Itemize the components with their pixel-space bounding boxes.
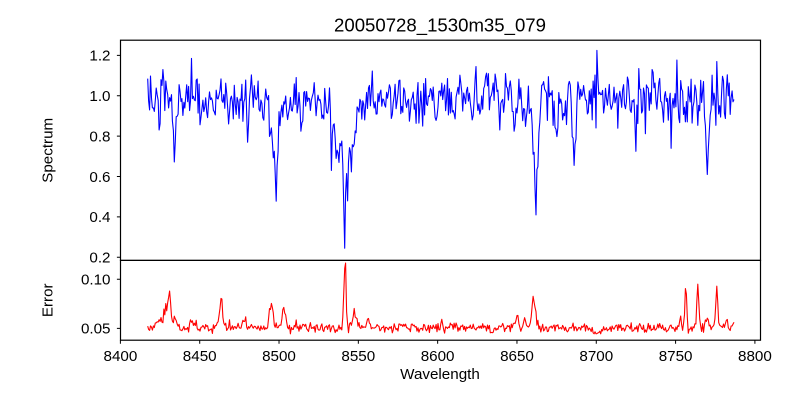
svg-text:0.4: 0.4 [89,209,110,226]
svg-text:1.2: 1.2 [89,48,110,65]
svg-text:0.2: 0.2 [89,250,110,267]
svg-text:20050728_1530m35_079: 20050728_1530m35_079 [334,15,546,37]
svg-text:Spectrum: Spectrum [40,118,57,183]
svg-text:8500: 8500 [262,348,296,365]
svg-text:0.05: 0.05 [81,321,111,338]
svg-text:8800: 8800 [738,348,772,365]
svg-text:Wavelength: Wavelength [400,366,480,383]
svg-text:8650: 8650 [500,348,534,365]
svg-text:8600: 8600 [421,348,455,365]
svg-text:0.6: 0.6 [89,169,110,186]
svg-text:8450: 8450 [183,348,217,365]
svg-text:1.0: 1.0 [89,88,110,105]
svg-text:0.10: 0.10 [81,272,111,289]
svg-text:0.8: 0.8 [89,129,110,146]
svg-text:Error: Error [40,283,57,317]
svg-text:8700: 8700 [579,348,613,365]
svg-text:8550: 8550 [341,348,375,365]
svg-text:8750: 8750 [659,348,693,365]
svg-text:8400: 8400 [104,348,138,365]
